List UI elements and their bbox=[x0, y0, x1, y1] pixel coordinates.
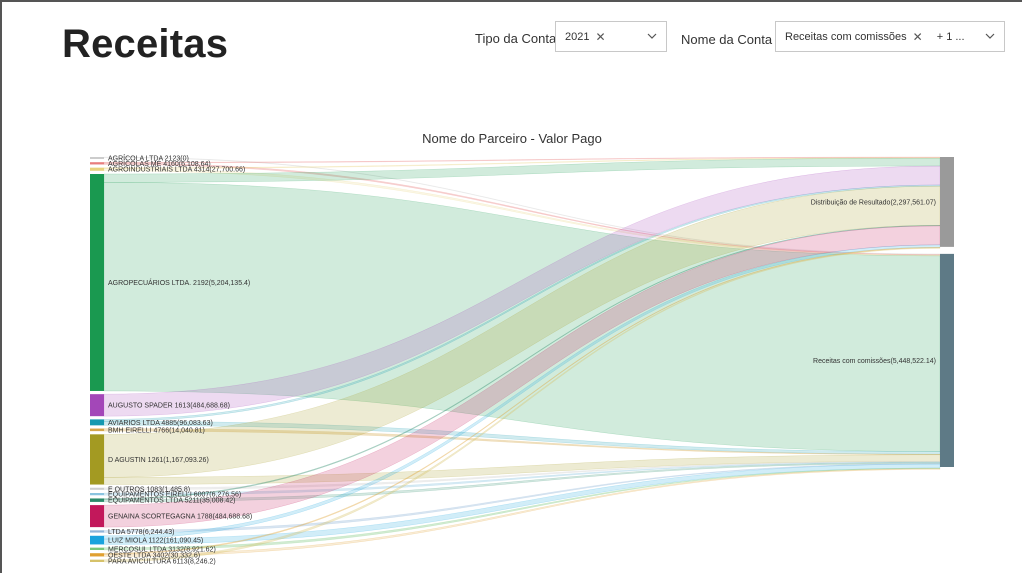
source-node[interactable] bbox=[90, 434, 104, 485]
source-node-label: E OUTROS 1083(1,485.8) bbox=[108, 486, 190, 493]
source-node-label: AGROPECUÁRIOS LTDA. 2192(5,204,135.4) bbox=[108, 278, 250, 287]
sankey-link[interactable] bbox=[103, 467, 941, 551]
source-node-label: LUIZ MIOLA 1122(161,090.45) bbox=[108, 538, 203, 545]
source-node[interactable] bbox=[90, 428, 104, 432]
tipo-conta-selected-value: 2021 bbox=[565, 30, 590, 43]
source-node-label: AGRÍCOLAS ME 4160(6,108.64) bbox=[108, 159, 211, 168]
page-title: Receitas bbox=[62, 22, 229, 66]
source-node[interactable] bbox=[90, 492, 104, 496]
source-node[interactable] bbox=[90, 173, 104, 391]
filter-label-nome-conta: Nome da Conta bbox=[681, 32, 773, 47]
source-node[interactable] bbox=[90, 535, 104, 545]
sankey-link[interactable] bbox=[103, 247, 941, 563]
source-node[interactable] bbox=[90, 162, 104, 165]
target-node-label: Distribuição de Resultado(2,297,561.07) bbox=[811, 199, 936, 206]
source-node[interactable] bbox=[90, 505, 104, 528]
chevron-down-icon[interactable] bbox=[646, 30, 658, 42]
source-node[interactable] bbox=[90, 559, 104, 562]
source-node-label: D AGUSTIN 1261(1,167,093.26) bbox=[108, 457, 209, 464]
target-node[interactable] bbox=[940, 157, 954, 247]
source-node-label: EQUIPAMENTOS LTDA 5211(35,008.42) bbox=[108, 498, 235, 505]
source-node-label: PARA AVICULTURA 6113(8,246.2) bbox=[108, 558, 216, 565]
sankey-link[interactable] bbox=[103, 468, 941, 557]
more-selections-count: + 1 ... bbox=[936, 30, 965, 43]
nome-conta-dropdown[interactable]: Receitas com comissões ✕ + 1 ... bbox=[775, 21, 1005, 52]
source-node[interactable] bbox=[90, 394, 104, 417]
source-node[interactable] bbox=[90, 498, 104, 502]
sankey-nodes bbox=[90, 157, 954, 562]
source-node-label: GENAINA SCORTEGAGNA 1788(484,688.68) bbox=[108, 514, 252, 521]
source-node-label: AUGUSTO SPADER 1613(484,688.68) bbox=[108, 403, 230, 410]
sankey-link[interactable] bbox=[103, 247, 941, 555]
chevron-down-icon[interactable] bbox=[984, 30, 996, 42]
source-node-label: AVIARIOS LTDA 4885(96,083.63) bbox=[108, 420, 213, 427]
source-node-label: BMH EIRELLI 4766(14,040.81) bbox=[108, 427, 205, 434]
source-node[interactable] bbox=[90, 167, 104, 171]
source-node[interactable] bbox=[90, 553, 104, 557]
source-node-label: AGROINDUSTRIAIS LTDA 4314(27,700.66) bbox=[108, 167, 245, 174]
nome-conta-selected-value: Receitas com comissões bbox=[785, 30, 907, 43]
source-node-label: MERCOSUL LTDA 3132(8,921.62) bbox=[108, 546, 216, 553]
source-node[interactable] bbox=[90, 157, 104, 159]
target-node-label: Receitas com comissões(5,448,522.14) bbox=[813, 358, 936, 365]
chart-title: Nome do Parceiro - Valor Pago bbox=[422, 131, 602, 146]
source-node-label: AGRÍCOLA LTDA 2123(0) bbox=[108, 154, 189, 163]
source-node[interactable] bbox=[90, 487, 104, 490]
sankey-links bbox=[103, 156, 941, 563]
clear-selection-icon[interactable]: ✕ bbox=[912, 29, 923, 44]
sankey-link[interactable] bbox=[103, 463, 941, 545]
source-node[interactable] bbox=[90, 547, 104, 551]
sankey-labels: AGRÍCOLA LTDA 2123(0)AGRÍCOLAS ME 4160(6… bbox=[108, 154, 936, 566]
source-node-label: EQUIPAMENTOS EIRELLI 6007(6,276.56) bbox=[108, 492, 241, 499]
filter-label-tipo-conta: Tipo da Conta bbox=[475, 31, 557, 46]
source-node[interactable] bbox=[90, 530, 104, 533]
target-node[interactable] bbox=[940, 253, 954, 467]
source-node[interactable] bbox=[90, 419, 104, 426]
source-node-label: LTDA 5778(6,244.43) bbox=[108, 529, 174, 536]
tipo-conta-dropdown[interactable]: 2021 ✕ bbox=[555, 21, 667, 52]
source-node-label: OESTE LTDA 3402(30,332.6) bbox=[108, 552, 200, 559]
clear-selection-icon[interactable]: ✕ bbox=[595, 29, 606, 44]
sankey-link[interactable] bbox=[103, 244, 941, 540]
